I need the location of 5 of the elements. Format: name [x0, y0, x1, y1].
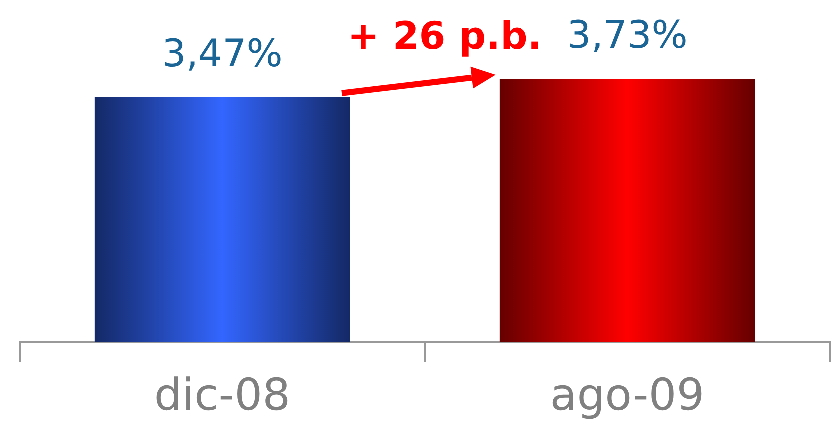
text: + 26 p.b. — [348, 14, 542, 58]
data-label: 3,73% — [567, 12, 688, 57]
x-tick-label: dic-08 — [154, 370, 291, 422]
data-label: 3,47% — [162, 31, 283, 76]
x-tick-label: ago-09 — [550, 370, 705, 422]
